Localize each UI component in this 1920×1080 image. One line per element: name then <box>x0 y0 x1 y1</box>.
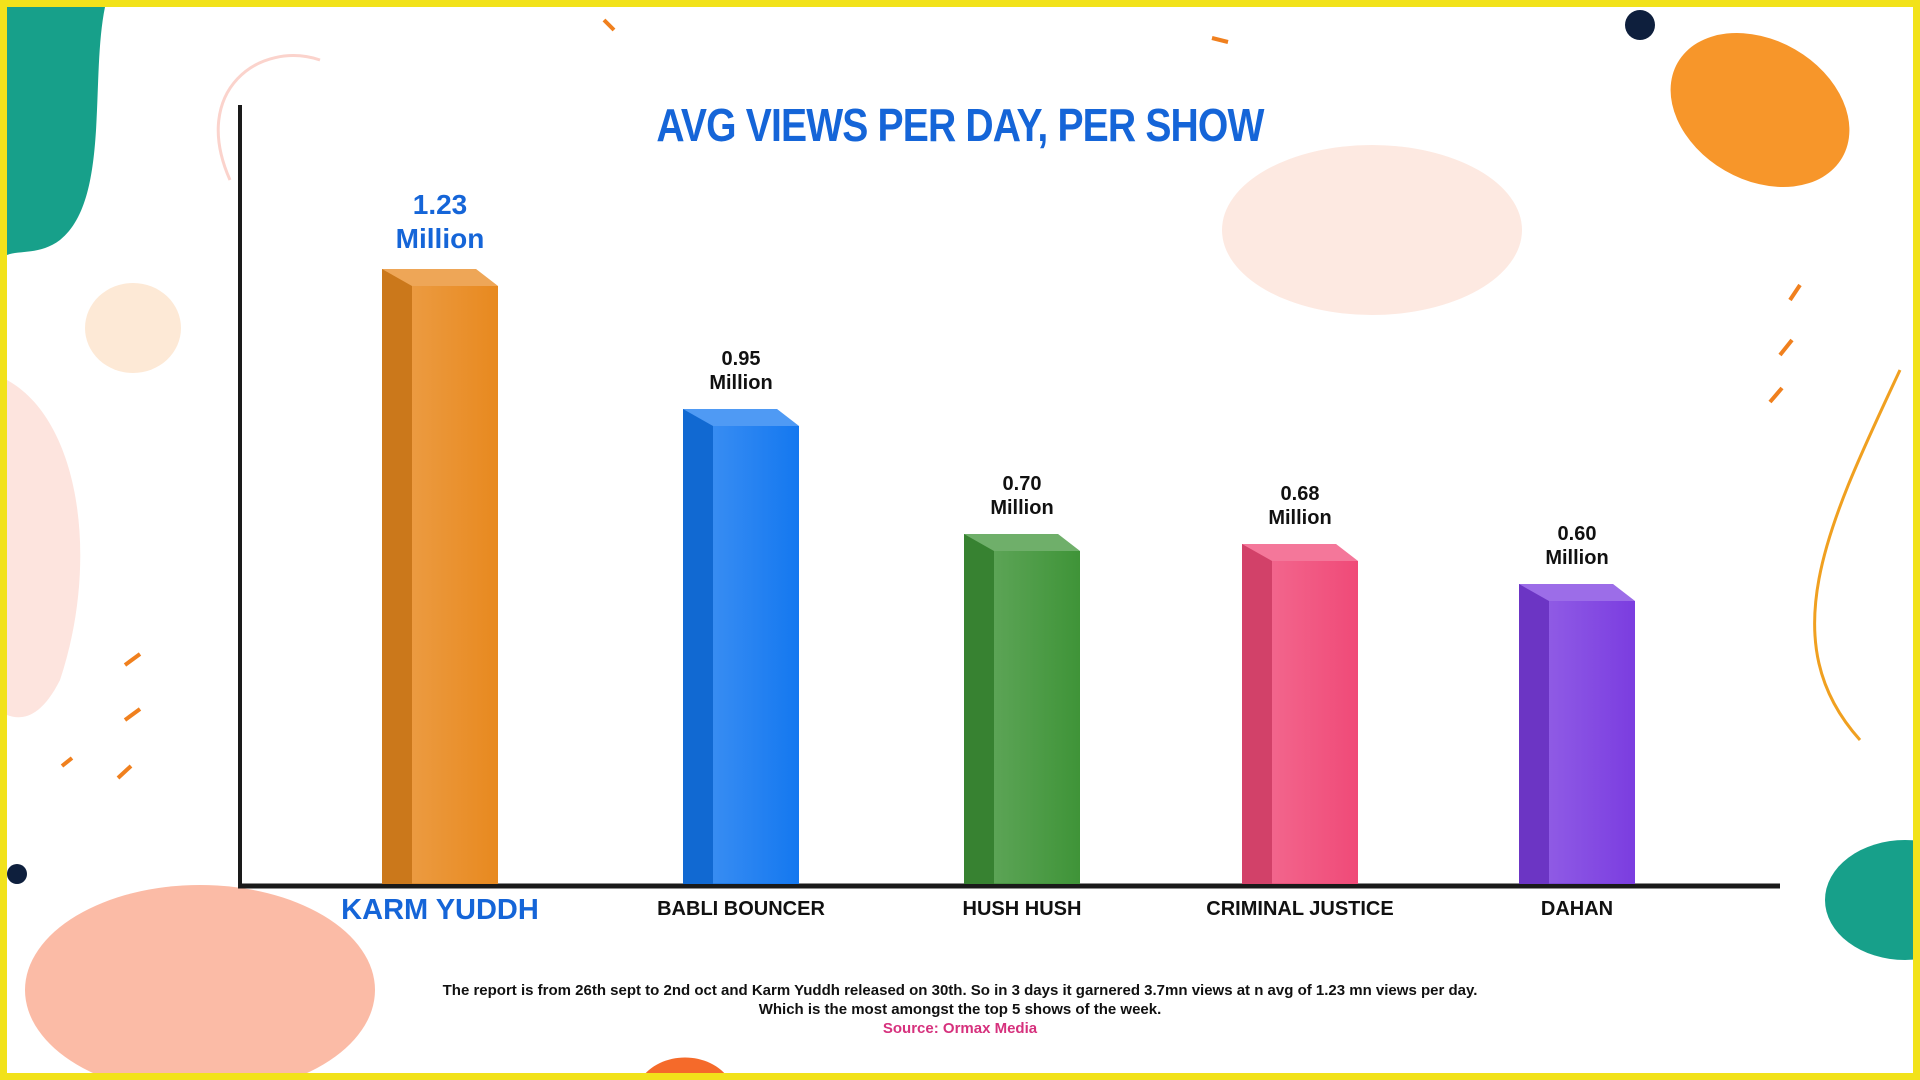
bar <box>412 286 498 884</box>
bar-side-shade <box>1519 584 1549 884</box>
chart-title: AVG VIEWS PER DAY, PER SHOW <box>656 99 1264 151</box>
bar <box>1549 601 1635 884</box>
bar-side-shade <box>1242 544 1272 884</box>
bar <box>1272 561 1358 884</box>
x-tick-label: BABLI BOUNCER <box>657 898 825 920</box>
data-label: 0.95 Million <box>709 348 773 394</box>
bar-side-shade <box>964 534 994 884</box>
bar-top-shade <box>1519 584 1635 601</box>
bar-top-shade <box>683 409 799 426</box>
bar-top-shade <box>1242 544 1358 561</box>
note: Which is the most amongst the top 5 show… <box>758 1001 1162 1018</box>
bar-side <box>964 534 994 884</box>
bar-side <box>382 269 412 884</box>
bar-side-shade <box>683 409 713 884</box>
data-label: 0.68 Million <box>1268 483 1332 529</box>
bar-top <box>382 269 498 286</box>
bar <box>994 551 1080 884</box>
x-tick-label: HUSH HUSH <box>962 898 1082 920</box>
data-label: 0.60 Million <box>1545 523 1609 569</box>
bar-side <box>1519 584 1549 884</box>
bar-top <box>1519 584 1635 601</box>
bar-side-shade <box>382 269 412 884</box>
source: Source: Ormax Media <box>882 1020 1038 1037</box>
decoration <box>7 7 1920 1080</box>
x-tick-label: CRIMINAL JUSTICE <box>1206 898 1394 920</box>
bar-top-shade <box>382 269 498 286</box>
bar-side <box>1242 544 1272 884</box>
bar-top <box>683 409 799 426</box>
bar-top <box>964 534 1080 551</box>
data-label: 1.23 Million <box>395 189 485 254</box>
data-label: 0.70 Million <box>990 473 1054 519</box>
bar-top <box>1242 544 1358 561</box>
bar <box>713 426 799 884</box>
bar-side <box>683 409 713 884</box>
x-tick-label: KARM YUDDH <box>341 894 539 926</box>
bar-top-shade <box>964 534 1080 551</box>
note: The report is from 26th sept to 2nd oct … <box>442 982 1478 999</box>
x-tick-label: DAHAN <box>1540 898 1614 920</box>
